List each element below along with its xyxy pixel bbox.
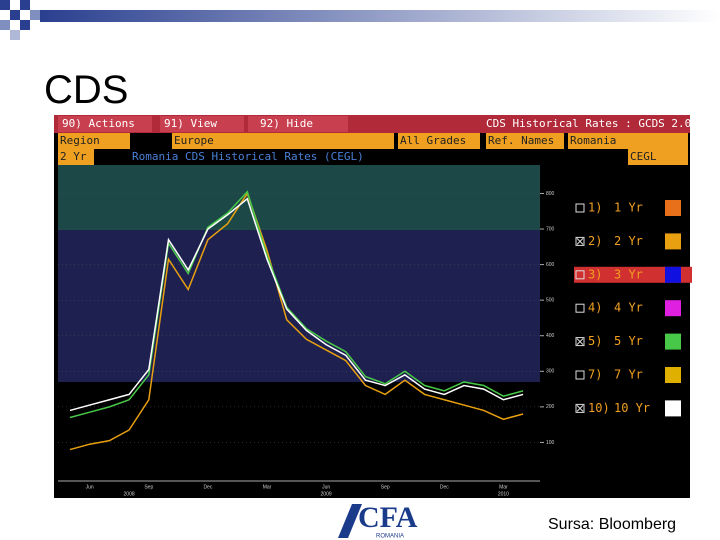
legend-item[interactable]: 2) 2 Yr	[575, 233, 681, 250]
legend-check	[576, 338, 584, 345]
menu-button[interactable]: 90) Actions	[58, 116, 152, 132]
field-input[interactable]: Romania	[568, 133, 688, 149]
legend-label: 5 Yr	[614, 334, 643, 348]
legend-swatch	[665, 300, 681, 317]
y-tick-label: 100	[546, 440, 555, 446]
band-low	[58, 382, 540, 480]
legend-number: 2)	[588, 234, 602, 248]
field-input[interactable]: All Grades	[398, 133, 480, 149]
legend-item[interactable]: 5) 5 Yr	[575, 333, 681, 350]
x-tick-label: Mar	[499, 484, 508, 490]
x-tick-label: Dec	[440, 484, 449, 490]
y-tick-label: 700	[546, 226, 555, 232]
source-note: Sursa: Bloomberg	[548, 516, 677, 533]
menu-button[interactable]: 91) View	[160, 116, 244, 132]
band-mid	[58, 230, 540, 382]
y-tick-label: 300	[546, 369, 555, 375]
screen-title: CDS Historical Rates : GCDS 2.0	[486, 117, 692, 130]
legend-highlight	[574, 266, 692, 283]
legend-label: 10 Yr	[614, 401, 650, 415]
series-line	[69, 197, 524, 412]
legend-swatch	[665, 233, 681, 250]
field-label: Region	[58, 133, 130, 149]
y-tick-label: 400	[546, 333, 555, 339]
legend-label: 2 Yr	[614, 234, 643, 248]
slide-title: CDS	[44, 68, 129, 112]
slide-decoration	[0, 0, 720, 40]
legend-number: 3)	[588, 267, 602, 281]
field-input[interactable]: Europe	[172, 133, 394, 149]
legend-number: 4)	[588, 301, 602, 315]
y-tick-label: 200	[546, 404, 555, 410]
logo-subtext: ROMANIA	[376, 534, 404, 540]
field-label: Ref. Names	[486, 133, 564, 149]
x-tick-label: Dec	[203, 484, 212, 490]
legend-checkbox[interactable]	[575, 337, 585, 347]
legend-panel	[560, 165, 690, 498]
legend-check	[576, 405, 584, 412]
menu-button[interactable]: 92) Hide	[248, 116, 348, 132]
legend-label: 4 Yr	[614, 301, 643, 315]
legend-item[interactable]: 4) 4 Yr	[575, 300, 681, 317]
legend-item[interactable]: 10) 10 Yr	[575, 400, 681, 417]
legend-item[interactable]: 7) 7 Yr	[575, 367, 681, 383]
legend-checkbox[interactable]	[575, 403, 585, 413]
x-year-label: 2009	[321, 491, 332, 497]
legend-number: 7)	[588, 368, 602, 382]
x-tick-label: Sep	[144, 484, 153, 490]
legend-checkbox[interactable]	[575, 303, 585, 313]
legend-check	[576, 238, 584, 245]
x-tick-label: Sep	[381, 484, 390, 490]
ticker-field[interactable]: CEGL	[628, 149, 688, 165]
x-tick-label: Mar	[263, 484, 272, 490]
x-year-label: 2008	[124, 491, 135, 497]
x-year-label: 2010	[498, 491, 509, 497]
legend-swatch	[665, 333, 681, 350]
y-tick-label: 500	[546, 297, 555, 303]
tenor-field[interactable]: 2 Yr	[58, 149, 94, 165]
y-tick-label: 600	[546, 262, 555, 268]
legend-number: 1)	[588, 201, 602, 215]
legend-checkbox[interactable]	[575, 370, 585, 380]
logo-text: CFA	[358, 501, 418, 534]
y-tick-label: 800	[546, 191, 555, 197]
legend-swatch	[665, 400, 681, 417]
legend-swatch	[665, 200, 681, 216]
x-tick-label: Jun	[322, 484, 330, 490]
legend-swatch	[665, 266, 681, 283]
legend-swatch	[665, 367, 681, 383]
legend-label: 3 Yr	[614, 267, 643, 281]
series-line	[69, 190, 524, 419]
legend-item[interactable]: 1) 1 Yr	[575, 200, 681, 216]
x-axis-area	[58, 480, 540, 498]
legend-label: 7 Yr	[614, 368, 643, 382]
x-tick-label: Jun	[86, 484, 94, 490]
chart-title: Romania CDS Historical Rates (CEGL)	[132, 150, 364, 163]
legend-checkbox[interactable]	[575, 203, 585, 213]
legend-number: 5)	[588, 334, 602, 348]
legend-label: 1 Yr	[614, 201, 643, 215]
series-line	[69, 191, 524, 451]
legend-item[interactable]: 3) 3 Yr	[574, 266, 692, 283]
logo: CFA ROMANIA	[338, 501, 418, 540]
band-high	[58, 165, 540, 230]
legend-checkbox[interactable]	[575, 236, 585, 246]
legend-checkbox[interactable]	[575, 270, 585, 280]
legend-number: 10)	[588, 401, 610, 415]
